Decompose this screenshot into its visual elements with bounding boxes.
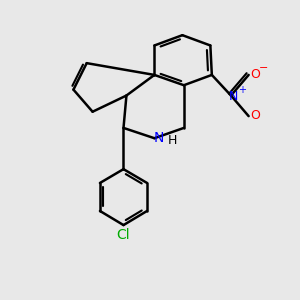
Text: H: H <box>168 134 177 147</box>
Text: N: N <box>229 90 239 103</box>
Text: Cl: Cl <box>117 228 130 242</box>
Text: O: O <box>250 68 260 81</box>
Text: −: − <box>259 63 268 74</box>
Text: N: N <box>154 131 164 145</box>
Text: O: O <box>250 109 260 122</box>
Text: +: + <box>238 85 246 95</box>
